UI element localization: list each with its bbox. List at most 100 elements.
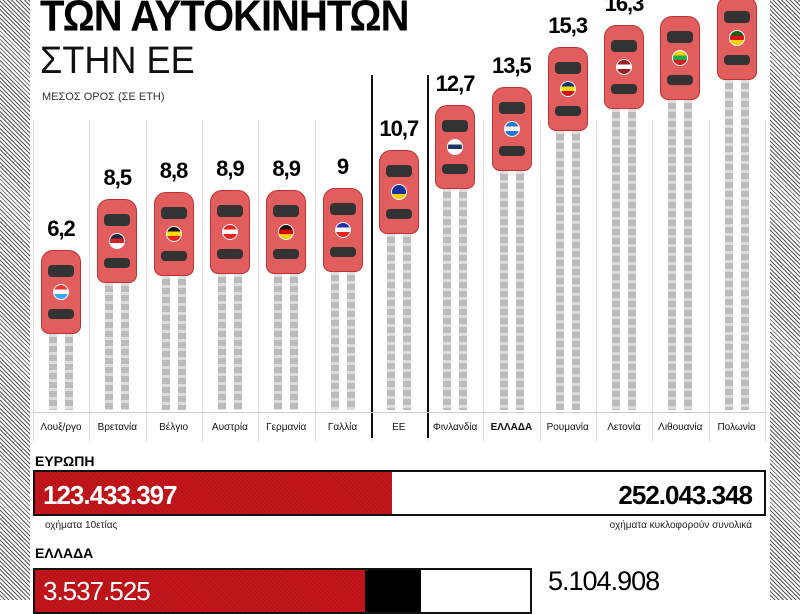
value-label: 6,2: [47, 216, 76, 241]
tire-track: [459, 165, 468, 410]
car-window: [667, 30, 694, 43]
car-bar: [435, 105, 476, 190]
car-window: [273, 248, 300, 259]
flag-icon: [390, 183, 407, 200]
car-window: [160, 207, 187, 220]
car-window: [329, 202, 356, 215]
tire-track: [234, 249, 243, 410]
value-label: 8,9: [216, 155, 245, 181]
flag-icon: [109, 232, 126, 249]
car-bar: [716, 0, 757, 80]
europe-total-value: 252.043.348: [618, 480, 753, 510]
x-tick-label: Βρετανία: [97, 422, 137, 433]
eu-separator: [371, 75, 373, 438]
car-window: [442, 120, 469, 133]
column-divider: [33, 120, 34, 442]
flag-icon: [728, 29, 745, 46]
car-bar: [322, 187, 363, 272]
tire-track: [177, 252, 186, 410]
x-tick-label: Φινλανδία: [432, 422, 478, 433]
car-window: [723, 54, 750, 65]
car-window: [160, 251, 187, 262]
greece-bar-black: [365, 570, 421, 612]
x-tick-label: Αυστρία: [211, 422, 248, 433]
car-bar: [41, 250, 82, 334]
column-divider: [539, 120, 541, 442]
tire-track: [628, 84, 637, 410]
europe-total-caption: οχήματα κυκλοφορούν συνολικά: [609, 520, 752, 531]
column-divider: [201, 120, 203, 442]
tire-track: [724, 55, 733, 410]
car-bar: [604, 24, 645, 109]
europe-old-value: 123.433.397: [43, 480, 178, 510]
tire-track: [443, 165, 452, 410]
car-window: [385, 208, 412, 219]
car-window: [329, 246, 356, 257]
car-window: [104, 213, 131, 226]
tire-track: [121, 258, 130, 410]
tire-track: [290, 249, 299, 410]
car-bar: [97, 198, 138, 283]
car-window: [48, 265, 75, 277]
tire-track: [740, 55, 749, 410]
tire-track: [668, 75, 677, 410]
x-tick-label: Λιθουανία: [658, 422, 703, 433]
value-label: 8,9: [272, 155, 301, 181]
car-bar: [153, 192, 194, 277]
tire-track: [161, 252, 170, 410]
car-bar: [210, 189, 251, 274]
column-divider: [258, 120, 260, 442]
column-divider: [314, 120, 316, 442]
tire-track: [49, 310, 58, 410]
eu-separator: [427, 75, 429, 438]
car-bar: [266, 189, 307, 274]
value-label: 16,3: [604, 0, 645, 16]
car-bar: [660, 15, 701, 100]
tire-track: [105, 258, 114, 410]
tire-track: [499, 147, 508, 410]
car-window: [217, 204, 244, 217]
x-tick-label: Γερμανία: [266, 422, 307, 433]
tire-track: [555, 107, 564, 410]
x-tick-label: Λουξ/ργο: [40, 422, 82, 433]
x-tick-label: Γαλλία: [327, 422, 358, 433]
car-window: [554, 106, 581, 117]
car-window: [48, 309, 75, 319]
car-window: [667, 74, 694, 85]
car-window: [217, 248, 244, 259]
europe-label: ΕΥΡΩΠΗ: [35, 453, 95, 469]
value-label: 10,7: [379, 115, 419, 141]
car-window: [723, 10, 750, 23]
flag-icon: [559, 81, 576, 98]
column-divider: [708, 120, 710, 442]
flag-icon: [672, 49, 689, 66]
column-divider: [652, 120, 654, 442]
value-label: 13,5: [491, 53, 532, 79]
tire-track: [274, 249, 283, 410]
x-tick-label: Βέλγιο: [159, 422, 189, 433]
x-tick-label: ΕΕ: [392, 422, 406, 433]
flag-icon: [616, 58, 633, 75]
x-tick-label: ΕΛΛΑΔΑ: [490, 422, 533, 433]
flag-icon: [165, 226, 182, 243]
greece-label: ΕΛΛΑΔΑ: [35, 545, 94, 561]
tire-track: [684, 75, 693, 410]
car-window: [442, 164, 469, 175]
flag-icon: [447, 139, 464, 156]
column-divider: [596, 120, 597, 442]
tire-track: [218, 249, 227, 410]
axis-baseline: [33, 412, 766, 413]
left-border: [0, 0, 30, 600]
car-window: [611, 39, 638, 52]
greece-bar: 3.537.525: [33, 568, 532, 614]
car-bar: [378, 149, 419, 234]
flag-icon: [222, 223, 239, 240]
greece-old-value: 3.537.525: [43, 576, 151, 606]
car-window: [498, 146, 525, 157]
x-tick-label: Λετονία: [607, 422, 641, 433]
column-divider: [145, 120, 147, 442]
tire-track: [612, 84, 621, 410]
car-bar: [491, 87, 532, 172]
flag-icon: [278, 223, 295, 240]
x-tick-label: Πολωνία: [717, 422, 756, 433]
